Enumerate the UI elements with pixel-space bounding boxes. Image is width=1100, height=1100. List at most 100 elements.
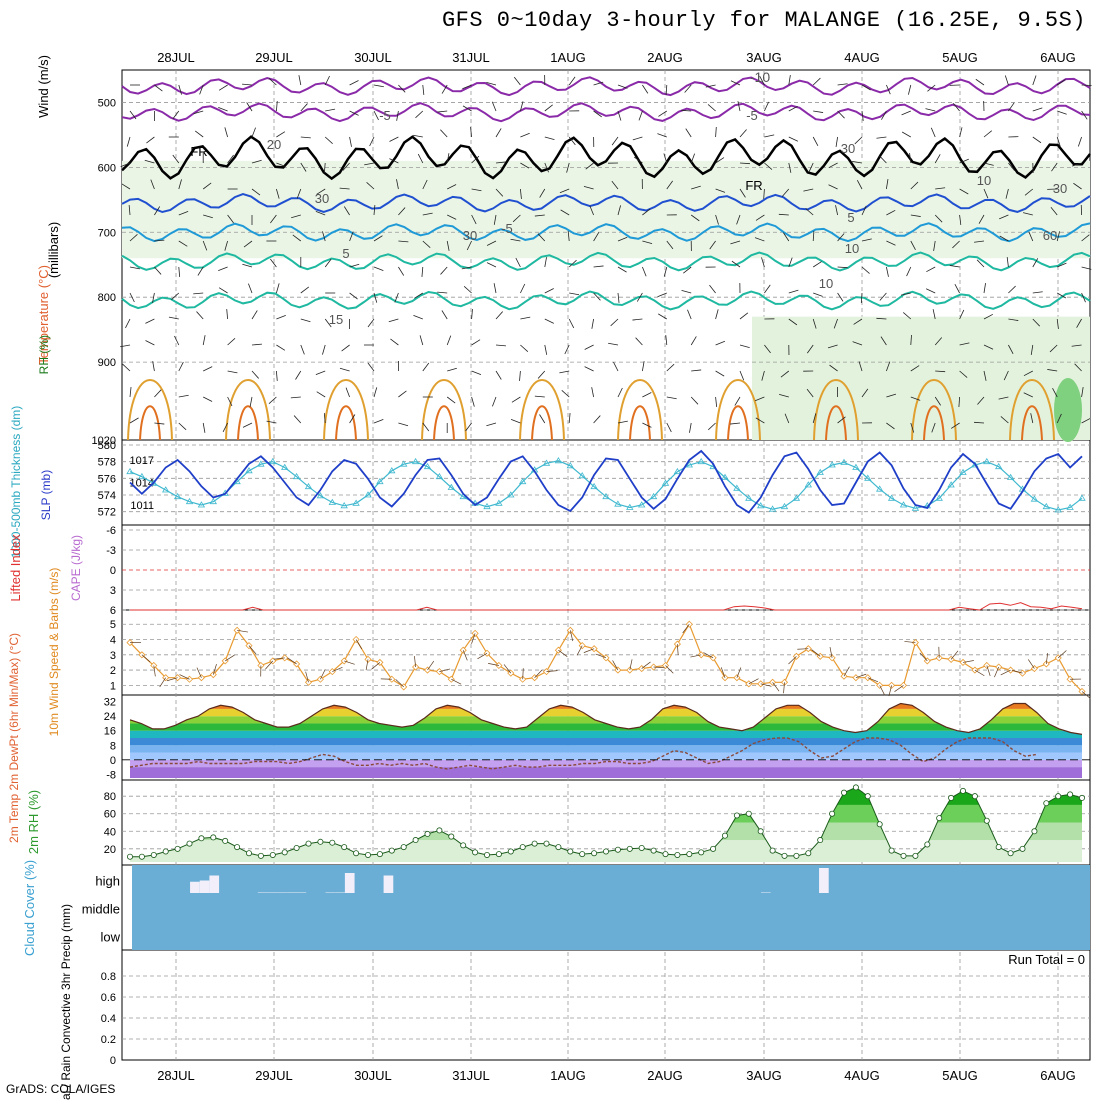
upper-wind-barb <box>1056 318 1059 329</box>
upper-wind-barb <box>764 344 771 354</box>
upper-wind-barb <box>1051 162 1058 172</box>
upper-wind-barb <box>120 162 131 167</box>
wind10-tick: 2 <box>110 665 116 677</box>
upper-wind-barb <box>927 84 936 92</box>
upper-wind-barb <box>977 396 985 405</box>
thickness-marker <box>697 457 705 465</box>
upper-wind-barb <box>1057 262 1067 268</box>
upper-wind-barb <box>837 266 848 269</box>
thickness-marker <box>899 501 908 508</box>
upper-wind-barb <box>909 153 912 164</box>
pressure-tick: 900 <box>98 357 116 369</box>
thickness-marker <box>1078 494 1086 501</box>
upper-wind-barb <box>681 109 692 112</box>
upper-wind-barb <box>636 292 643 302</box>
warm-contour <box>813 379 859 441</box>
cloud-bar-high <box>257 892 268 893</box>
rh-marker <box>936 815 943 822</box>
contour-label: 5 <box>342 246 349 261</box>
upper-wind-barb <box>1032 291 1043 294</box>
temp-tick: 8 <box>110 740 116 752</box>
contour-label: 10 <box>845 241 859 256</box>
upper-wind-barb <box>734 396 741 406</box>
upper-wind-barb <box>120 344 131 348</box>
rh-marker <box>626 845 633 852</box>
rh-marker <box>698 849 705 856</box>
cape-axis-label: CAPE (J/kg) <box>69 535 83 601</box>
upper-wind-barb <box>730 240 741 245</box>
upper-wind-barb <box>709 284 716 294</box>
upper-wind-barb <box>886 179 889 190</box>
upper-wind-barb <box>632 318 643 321</box>
wind10-barb <box>703 652 714 659</box>
upper-wind-barb <box>879 292 887 301</box>
upper-wind-barb <box>568 318 575 329</box>
upper-wind-barb <box>152 361 155 372</box>
thickness-marker <box>840 458 848 465</box>
rh-tick: 60 <box>104 809 116 821</box>
temperature-axis-label: Temperature (°C) <box>36 265 51 365</box>
wind10-barb <box>595 653 607 659</box>
wind10-barb <box>612 660 619 671</box>
upper-wind-barb <box>593 265 604 268</box>
rh-marker <box>210 834 217 841</box>
upper-wind-barb <box>394 292 399 303</box>
upper-wind-barb <box>1081 292 1086 303</box>
upper-wind-barb <box>226 309 228 320</box>
upper-wind-barb <box>486 422 497 427</box>
upper-wind-barb <box>690 214 700 222</box>
rh-marker <box>686 851 693 858</box>
rh-marker <box>1067 791 1074 798</box>
upper-wind-barb <box>638 110 643 121</box>
upper-wind-barb <box>812 261 822 268</box>
upper-wind-barb <box>666 422 672 433</box>
upper-wind-barb <box>276 283 280 294</box>
upper-wind-barb <box>466 240 472 251</box>
thickness-marker <box>875 485 884 492</box>
cloud-bar-high <box>325 892 336 893</box>
upper-wind-barb <box>974 240 985 243</box>
isotherm-line <box>121 193 1091 214</box>
wind10-barb <box>427 660 435 671</box>
upper-wind-barb <box>544 288 554 294</box>
upper-wind-barb <box>315 370 326 375</box>
upper-wind-barb <box>642 84 649 94</box>
upper-wind-barb <box>1023 212 1033 216</box>
rh-marker <box>781 852 788 859</box>
upper-wind-barb <box>1005 188 1009 199</box>
lifted-tick: 3 <box>110 585 116 597</box>
upper-wind-barb <box>983 370 987 381</box>
upper-wind-barb <box>154 266 162 275</box>
upper-wind-barb <box>910 396 921 401</box>
wind10-barb <box>888 685 892 697</box>
lifted-tick: -3 <box>106 545 116 557</box>
contour-label: 30 <box>841 141 855 156</box>
upper-wind-barb <box>343 206 350 216</box>
upper-wind-barb <box>833 318 838 329</box>
upper-wind-barb <box>666 363 675 372</box>
upper-wind-barb <box>690 153 695 164</box>
upper-wind-barb <box>642 208 651 216</box>
upper-wind-barb <box>422 362 430 372</box>
lifted-axis-label: Lifted Index <box>8 534 23 602</box>
rh-marker <box>543 840 550 847</box>
warm-contour <box>1009 379 1055 441</box>
thickness-marker <box>971 461 979 468</box>
upper-wind-barb <box>398 422 409 427</box>
rh-marker <box>507 848 514 855</box>
upper-wind-barb <box>585 162 594 170</box>
upper-wind-barb <box>389 136 399 142</box>
upper-wind-barb <box>978 214 985 224</box>
upper-wind-barb <box>642 240 653 244</box>
wind10-barb <box>179 674 190 680</box>
warm-contour <box>237 405 259 441</box>
upper-wind-barb <box>415 110 424 119</box>
rh-marker <box>353 850 360 857</box>
upper-wind-barb <box>369 136 375 147</box>
upper-wind-barb <box>739 188 746 198</box>
rh-marker <box>971 793 978 800</box>
upper-wind-barb <box>788 257 793 268</box>
upper-wind-barb <box>154 206 161 216</box>
thickness-marker <box>614 500 622 507</box>
upper-wind-barb <box>242 83 253 86</box>
